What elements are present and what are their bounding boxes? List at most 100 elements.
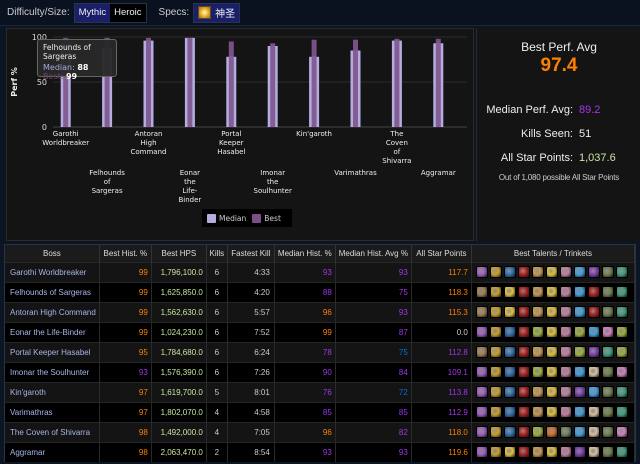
- olive-beast-icon[interactable]: [615, 346, 628, 358]
- green-leaf-icon[interactable]: [601, 286, 614, 298]
- pink-scroll-icon[interactable]: [615, 366, 628, 378]
- teal-gem-icon[interactable]: [615, 406, 628, 418]
- violet-star-icon[interactable]: [573, 386, 586, 398]
- gold-light-icon[interactable]: [545, 346, 558, 358]
- tan-scroll-icon[interactable]: [531, 406, 544, 418]
- green-figure-icon[interactable]: [559, 426, 572, 438]
- boss-name[interactable]: The Coven of Shivarra: [5, 421, 100, 442]
- gold-hammer-icon[interactable]: [489, 386, 502, 398]
- boss-name[interactable]: Aggramar: [5, 441, 100, 462]
- pink-figure-icon[interactable]: [559, 346, 572, 358]
- olive-beast-icon[interactable]: [531, 366, 544, 378]
- teal-gem-icon[interactable]: [615, 286, 628, 298]
- blue-tower-icon[interactable]: [503, 426, 516, 438]
- red-orb-icon[interactable]: [517, 346, 530, 358]
- gold-light-icon[interactable]: [545, 286, 558, 298]
- gold-light-icon[interactable]: [545, 326, 558, 338]
- olive-beast-icon[interactable]: [531, 426, 544, 438]
- boss-name[interactable]: Eonar the Life-Binder: [5, 321, 100, 342]
- tan-scroll-icon[interactable]: [531, 306, 544, 318]
- teal-gem-icon[interactable]: [615, 446, 628, 459]
- gold-hammer-icon[interactable]: [489, 406, 502, 418]
- purple-sword-icon[interactable]: [475, 366, 488, 378]
- blue-tower-icon[interactable]: [503, 266, 516, 278]
- blue-tower-icon[interactable]: [503, 346, 516, 358]
- gold-light-icon[interactable]: [545, 406, 558, 418]
- violet-star-icon[interactable]: [587, 266, 600, 278]
- header-median-hist[interactable]: Median Hist. %: [274, 245, 336, 262]
- blue-wave-icon[interactable]: [573, 406, 586, 418]
- olive-beast-icon[interactable]: [573, 346, 586, 358]
- purple-sword-icon[interactable]: [475, 446, 488, 459]
- green-leaf-icon[interactable]: [601, 306, 614, 318]
- red-orb-icon[interactable]: [517, 446, 530, 459]
- brown-chest-icon[interactable]: [475, 286, 488, 298]
- red-orb-icon[interactable]: [517, 326, 530, 338]
- red-orb-icon[interactable]: [587, 306, 600, 318]
- boss-name[interactable]: Kin'garoth: [5, 381, 100, 402]
- green-leaf-icon[interactable]: [601, 386, 614, 398]
- blue-tower-icon[interactable]: [503, 366, 516, 378]
- gold-hammer-icon[interactable]: [489, 366, 502, 378]
- red-orb-icon[interactable]: [517, 266, 530, 278]
- pink-figure-icon[interactable]: [559, 446, 572, 459]
- green-leaf-icon[interactable]: [601, 426, 614, 438]
- teal-gem-icon[interactable]: [615, 266, 628, 278]
- red-orb-icon[interactable]: [517, 406, 530, 418]
- difficulty-option-heroic[interactable]: Heroic: [110, 3, 146, 22]
- pink-figure-icon[interactable]: [559, 326, 572, 338]
- blue-wave-icon[interactable]: [573, 266, 586, 278]
- green-leaf-icon[interactable]: [601, 266, 614, 278]
- red-orb-icon[interactable]: [517, 306, 530, 318]
- gold-light-icon[interactable]: [545, 386, 558, 398]
- blue-wave-icon[interactable]: [573, 366, 586, 378]
- tan-scroll-icon[interactable]: [531, 266, 544, 278]
- beige-feather-icon[interactable]: [587, 366, 600, 378]
- purple-sword-icon[interactable]: [475, 266, 488, 278]
- gold-hammer-icon[interactable]: [489, 446, 502, 459]
- gold-light-icon[interactable]: [545, 366, 558, 378]
- pink-figure-icon[interactable]: [559, 366, 572, 378]
- tan-scroll-icon[interactable]: [531, 286, 544, 298]
- red-orb-icon[interactable]: [517, 366, 530, 378]
- red-orb-icon[interactable]: [517, 286, 530, 298]
- purple-sword-icon[interactable]: [475, 326, 488, 338]
- spec-button-holy[interactable]: 神圣: [193, 2, 241, 23]
- tan-scroll-icon[interactable]: [531, 346, 544, 358]
- teal-gem-icon[interactable]: [615, 306, 628, 318]
- red-orb-icon[interactable]: [587, 286, 600, 298]
- pink-scroll-icon[interactable]: [615, 426, 628, 438]
- header-kills[interactable]: Kills: [206, 245, 228, 262]
- tan-scroll-icon[interactable]: [531, 386, 544, 398]
- orange-flame-icon[interactable]: [545, 426, 558, 438]
- blue-wave-icon[interactable]: [573, 286, 586, 298]
- header-boss[interactable]: Boss: [5, 245, 100, 262]
- boss-name[interactable]: Varimathras: [5, 401, 100, 422]
- tan-scroll-icon[interactable]: [531, 446, 544, 459]
- gold-light-icon[interactable]: [503, 286, 516, 298]
- boss-name[interactable]: Felhounds of Sargeras: [5, 281, 100, 302]
- legend-item-median[interactable]: Median: [207, 213, 246, 223]
- boss-name[interactable]: Garothi Worldbreaker: [5, 261, 100, 282]
- gold-light-icon[interactable]: [545, 266, 558, 278]
- olive-beast-icon[interactable]: [573, 326, 586, 338]
- header-all-star-points[interactable]: All Star Points: [411, 245, 472, 262]
- gold-hammer-icon[interactable]: [489, 266, 502, 278]
- violet-star-icon[interactable]: [587, 346, 600, 358]
- purple-sword-icon[interactable]: [475, 386, 488, 398]
- pink-figure-icon[interactable]: [559, 386, 572, 398]
- blue-wave-icon[interactable]: [573, 306, 586, 318]
- blue-tower-icon[interactable]: [503, 386, 516, 398]
- gold-hammer-icon[interactable]: [489, 286, 502, 298]
- blue-wave-icon[interactable]: [587, 326, 600, 338]
- difficulty-option-mythic[interactable]: Mythic: [74, 3, 111, 22]
- gold-light-icon[interactable]: [503, 446, 516, 459]
- brown-chest-icon[interactable]: [475, 346, 488, 358]
- teal-gem-icon[interactable]: [615, 386, 628, 398]
- blue-tower-icon[interactable]: [503, 326, 516, 338]
- header-best-hps[interactable]: Best HPS: [151, 245, 207, 262]
- header-fastest-kill[interactable]: Fastest Kill: [227, 245, 275, 262]
- legend-item-best[interactable]: Best: [252, 213, 281, 223]
- brown-chest-icon[interactable]: [475, 306, 488, 318]
- teal-gem-icon[interactable]: [601, 346, 614, 358]
